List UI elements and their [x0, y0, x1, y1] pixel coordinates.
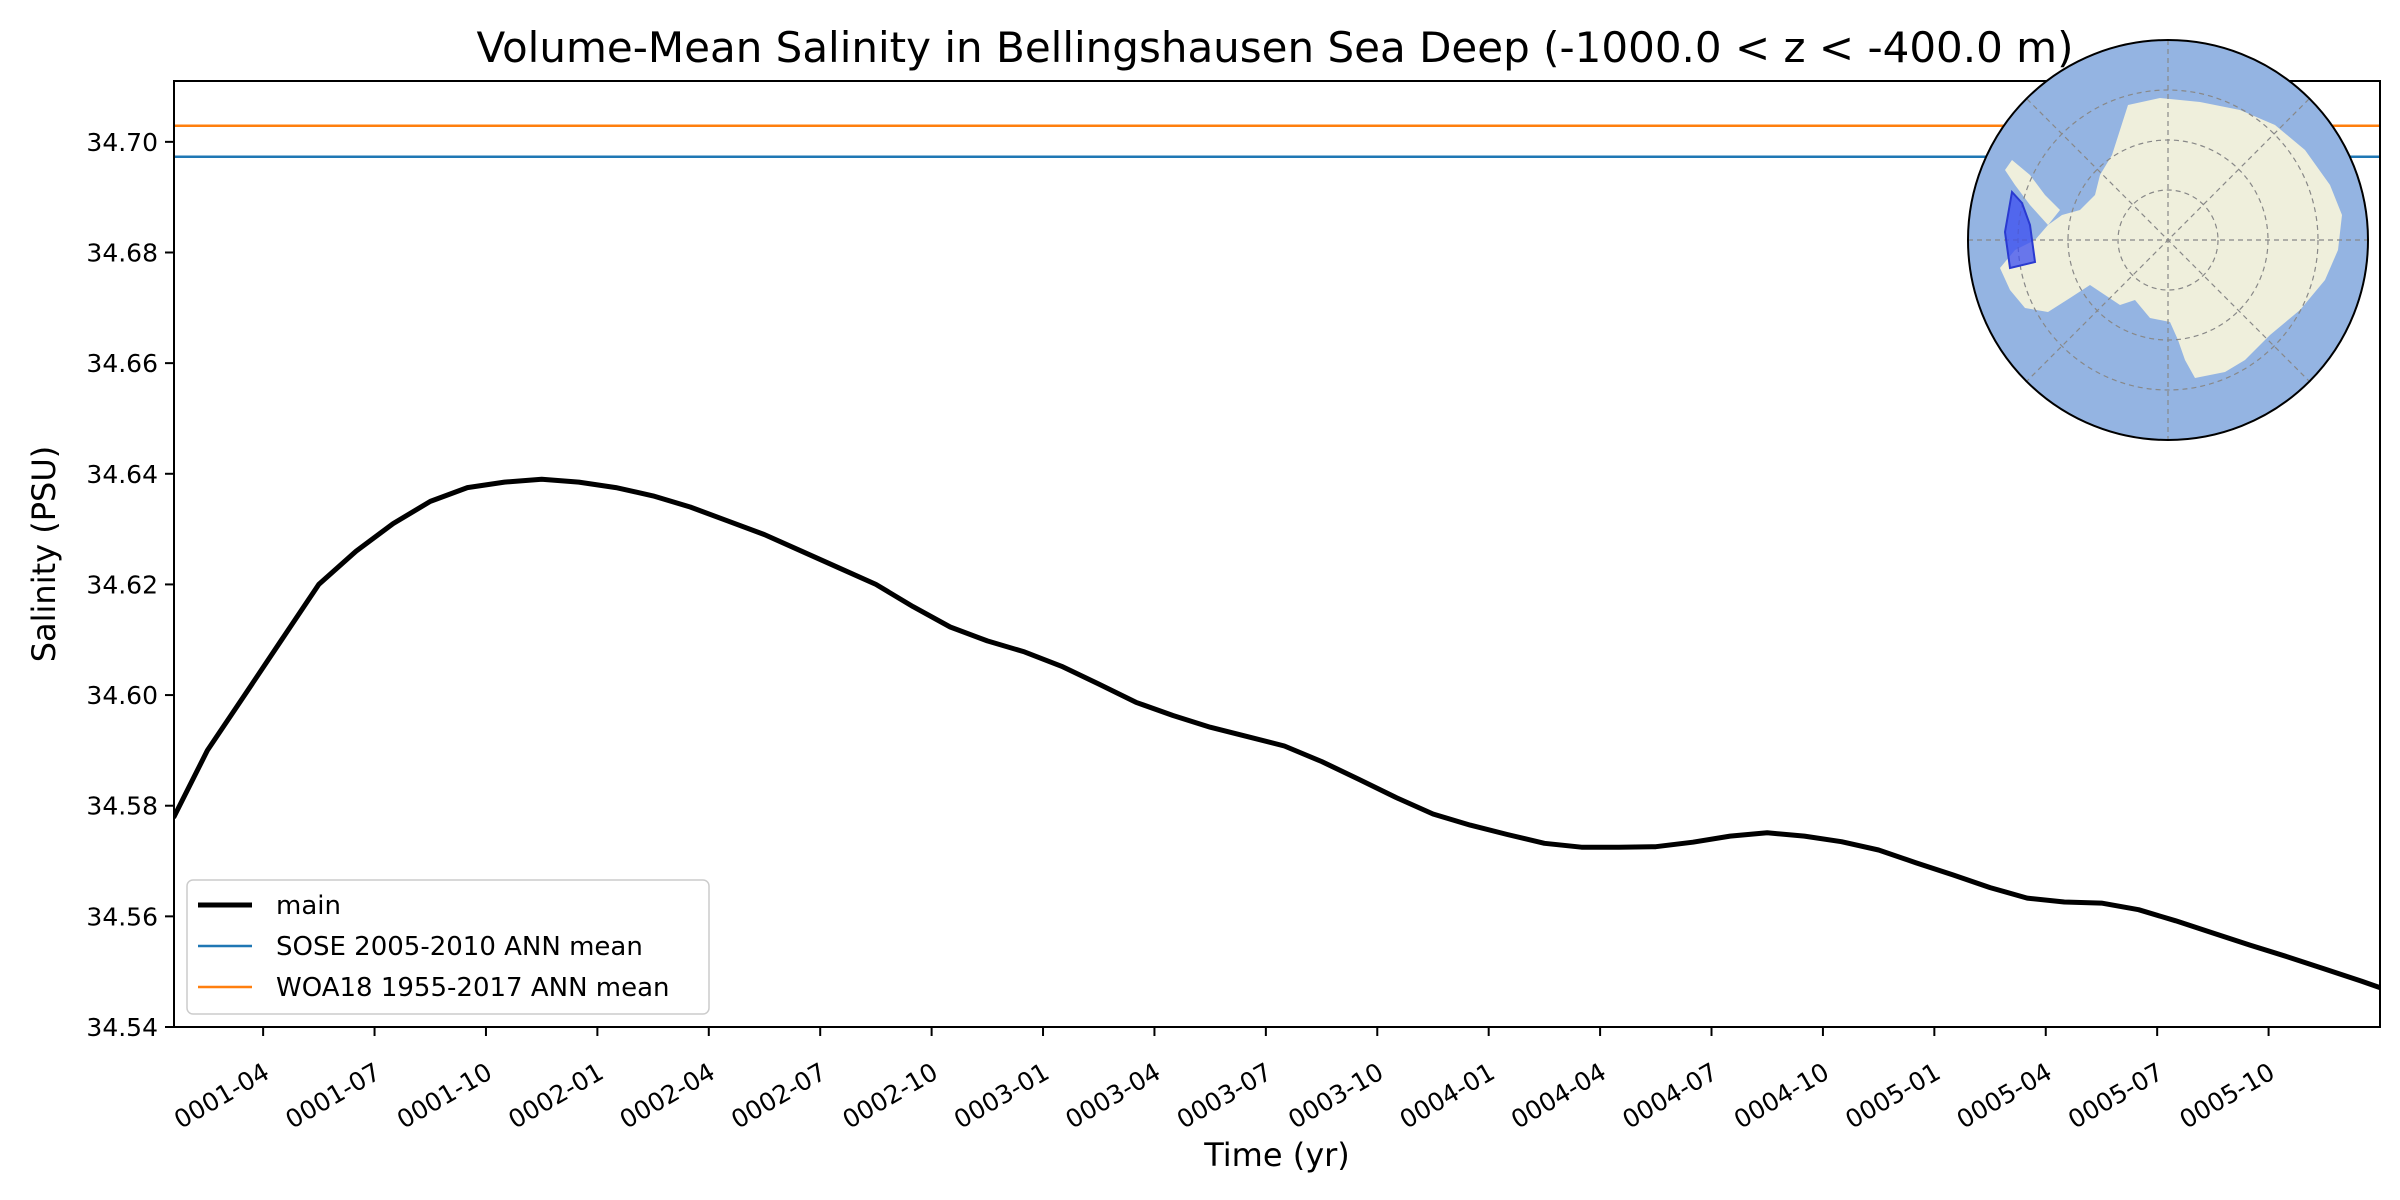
legend-box [186, 879, 710, 1015]
map-antarctica-land [2000, 98, 2342, 378]
y-tick-label: 34.66 [86, 349, 158, 378]
chart-title: Volume-Mean Salinity in Bellingshausen S… [477, 23, 2074, 72]
map-region-highlight [2003, 189, 2037, 270]
y-tick-label: 34.60 [86, 681, 158, 710]
main-series [174, 476, 2380, 991]
y-axis-ticks: 34.54 34.56 34.58 34.60 34.62 34.64 34.66 34.68… [86, 128, 174, 1042]
y-tick-label: 34.70 [86, 128, 158, 157]
x-axis-label: Time (yr) [1203, 1136, 1350, 1174]
legend: main SOSE 2005-2010 ANN mean WOA18 1955-… [186, 879, 710, 1015]
legend-label-sose: SOSE 2005-2010 ANN mean [276, 932, 643, 962]
y-tick-label: 34.68 [86, 238, 158, 267]
y-tick-label: 34.58 [86, 792, 158, 821]
main-series-line [174, 476, 2380, 991]
map-peninsula-land [2005, 160, 2060, 225]
y-axis-label: Salinity (PSU) [25, 446, 63, 663]
y-tick-label: 34.56 [86, 902, 158, 931]
legend-label-woa: WOA18 1955-2017 ANN mean [276, 973, 670, 1003]
y-tick-label: 34.54 [86, 1013, 158, 1042]
y-tick-label: 34.62 [86, 570, 158, 599]
antarctica-polar-map-icon [1967, 39, 2369, 441]
plot-frame [173, 80, 2381, 1028]
legend-label-main: main [276, 891, 341, 921]
y-tick-label: 34.64 [86, 460, 158, 489]
